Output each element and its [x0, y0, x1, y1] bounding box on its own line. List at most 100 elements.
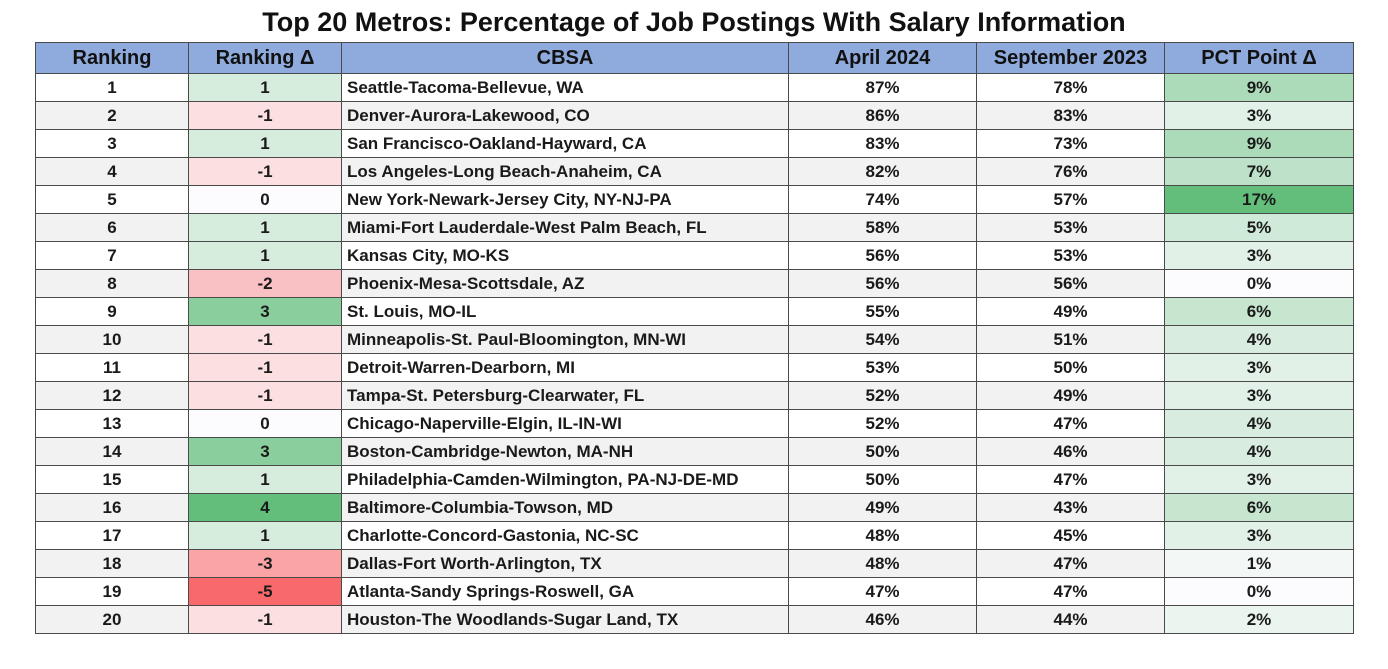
ranking-delta-cell: -1: [188, 605, 342, 634]
april-2024-cell: 56%: [788, 241, 977, 270]
september-2023-cell: 47%: [976, 549, 1165, 578]
table-row: 14 3 Boston-Cambridge-Newton, MA-NH 50% 46% 4…: [35, 437, 1354, 466]
april-2024-cell: 52%: [788, 409, 977, 438]
cbsa-cell: Boston-Cambridge-Newton, MA-NH: [341, 437, 789, 466]
metro-salary-table: Ranking Ranking Δ CBSA April 2024 Septem…: [35, 42, 1354, 634]
ranking-cell: 17: [35, 521, 189, 550]
pct-point-delta-cell: 17%: [1164, 185, 1354, 214]
pct-point-delta-cell: 3%: [1164, 521, 1354, 550]
april-2024-cell: 50%: [788, 437, 977, 466]
column-header-april-2024: April 2024: [788, 42, 977, 74]
september-2023-cell: 73%: [976, 129, 1165, 158]
column-header-september-2023: September 2023: [976, 42, 1165, 74]
table-row: 7 1 Kansas City, MO-KS 56% 53% 3%: [35, 241, 1354, 270]
cbsa-cell: Charlotte-Concord-Gastonia, NC-SC: [341, 521, 789, 550]
ranking-delta-cell: -1: [188, 325, 342, 354]
september-2023-cell: 78%: [976, 73, 1165, 102]
column-header-pct-point-delta: PCT Point Δ: [1164, 42, 1354, 74]
april-2024-cell: 50%: [788, 465, 977, 494]
table-row: 13 0 Chicago-Naperville-Elgin, IL-IN-WI 52%…: [35, 409, 1354, 438]
september-2023-cell: 47%: [976, 465, 1165, 494]
ranking-delta-cell: -1: [188, 101, 342, 130]
ranking-cell: 12: [35, 381, 189, 410]
pct-point-delta-cell: 9%: [1164, 73, 1354, 102]
ranking-cell: 2: [35, 101, 189, 130]
ranking-delta-cell: 3: [188, 297, 342, 326]
ranking-cell: 11: [35, 353, 189, 382]
april-2024-cell: 87%: [788, 73, 977, 102]
cbsa-cell: New York-Newark-Jersey City, NY-NJ-PA: [341, 185, 789, 214]
table-row: 3 1 San Francisco-Oakland-Hayward, CA 83% 73…: [35, 129, 1354, 158]
september-2023-cell: 44%: [976, 605, 1165, 634]
table-row: 9 3 St. Louis, MO-IL 55% 49% 6%: [35, 297, 1354, 326]
pct-point-delta-cell: 0%: [1164, 577, 1354, 606]
ranking-delta-cell: 1: [188, 521, 342, 550]
table-title: Top 20 Metros: Percentage of Job Posting…: [262, 7, 1126, 37]
september-2023-cell: 50%: [976, 353, 1165, 382]
april-2024-cell: 46%: [788, 605, 977, 634]
cbsa-cell: Philadelphia-Camden-Wilmington, PA-NJ-DE…: [341, 465, 789, 494]
cbsa-cell: Los Angeles-Long Beach-Anaheim, CA: [341, 157, 789, 186]
table-row: 16 4 Baltimore-Columbia-Towson, MD 49% 43% 6%: [35, 493, 1354, 522]
september-2023-cell: 43%: [976, 493, 1165, 522]
april-2024-cell: 54%: [788, 325, 977, 354]
cbsa-cell: Minneapolis-St. Paul-Bloomington, MN-WI: [341, 325, 789, 354]
april-2024-cell: 48%: [788, 521, 977, 550]
pct-point-delta-cell: 5%: [1164, 213, 1354, 242]
ranking-cell: 8: [35, 269, 189, 298]
cbsa-cell: Houston-The Woodlands-Sugar Land, TX: [341, 605, 789, 634]
table-row: 6 1 Miami-Fort Lauderdale-West Palm Beach,…: [35, 213, 1354, 242]
ranking-cell: 14: [35, 437, 189, 466]
april-2024-cell: 58%: [788, 213, 977, 242]
table-row: 1 1 Seattle-Tacoma-Bellevue, WA 87% 78% 9%: [35, 73, 1354, 102]
ranking-delta-cell: -2: [188, 269, 342, 298]
ranking-delta-cell: 0: [188, 185, 342, 214]
april-2024-cell: 82%: [788, 157, 977, 186]
column-header-cbsa: CBSA: [341, 42, 789, 74]
ranking-delta-cell: 1: [188, 241, 342, 270]
september-2023-cell: 53%: [976, 241, 1165, 270]
april-2024-cell: 52%: [788, 381, 977, 410]
ranking-delta-cell: -1: [188, 353, 342, 382]
table-row: 8 -2 Phoenix-Mesa-Scottsdale, AZ 56% 56% 0%: [35, 269, 1354, 298]
pct-point-delta-cell: 1%: [1164, 549, 1354, 578]
ranking-delta-cell: -5: [188, 577, 342, 606]
september-2023-cell: 56%: [976, 269, 1165, 298]
cbsa-cell: Denver-Aurora-Lakewood, CO: [341, 101, 789, 130]
ranking-cell: 19: [35, 577, 189, 606]
ranking-delta-cell: 0: [188, 409, 342, 438]
ranking-cell: 9: [35, 297, 189, 326]
april-2024-cell: 86%: [788, 101, 977, 130]
table-row: 15 1 Philadelphia-Camden-Wilmington, PA-NJ…: [35, 465, 1354, 494]
ranking-cell: 3: [35, 129, 189, 158]
table-row: 10 -1 Minneapolis-St. Paul-Bloomington, MN…: [35, 325, 1354, 354]
ranking-delta-cell: 3: [188, 437, 342, 466]
table-row: 20 -1 Houston-The Woodlands-Sugar Land, TX…: [35, 605, 1354, 634]
september-2023-cell: 51%: [976, 325, 1165, 354]
pct-point-delta-cell: 2%: [1164, 605, 1354, 634]
ranking-cell: 7: [35, 241, 189, 270]
april-2024-cell: 53%: [788, 353, 977, 382]
ranking-delta-cell: -3: [188, 549, 342, 578]
ranking-cell: 6: [35, 213, 189, 242]
cbsa-cell: Dallas-Fort Worth-Arlington, TX: [341, 549, 789, 578]
ranking-cell: 20: [35, 605, 189, 634]
ranking-cell: 10: [35, 325, 189, 354]
september-2023-cell: 49%: [976, 297, 1165, 326]
september-2023-cell: 47%: [976, 409, 1165, 438]
ranking-cell: 4: [35, 157, 189, 186]
ranking-delta-cell: 1: [188, 213, 342, 242]
pct-point-delta-cell: 7%: [1164, 157, 1354, 186]
table-row: 19 -5 Atlanta-Sandy Springs-Roswell, GA 47%…: [35, 577, 1354, 606]
cbsa-cell: Miami-Fort Lauderdale-West Palm Beach, F…: [341, 213, 789, 242]
pct-point-delta-cell: 3%: [1164, 381, 1354, 410]
cbsa-cell: Baltimore-Columbia-Towson, MD: [341, 493, 789, 522]
ranking-delta-cell: 1: [188, 465, 342, 494]
cbsa-cell: San Francisco-Oakland-Hayward, CA: [341, 129, 789, 158]
ranking-cell: 15: [35, 465, 189, 494]
cbsa-cell: Seattle-Tacoma-Bellevue, WA: [341, 73, 789, 102]
ranking-delta-cell: 1: [188, 73, 342, 102]
ranking-cell: 18: [35, 549, 189, 578]
ranking-delta-cell: -1: [188, 381, 342, 410]
column-header-ranking: Ranking: [35, 42, 189, 74]
